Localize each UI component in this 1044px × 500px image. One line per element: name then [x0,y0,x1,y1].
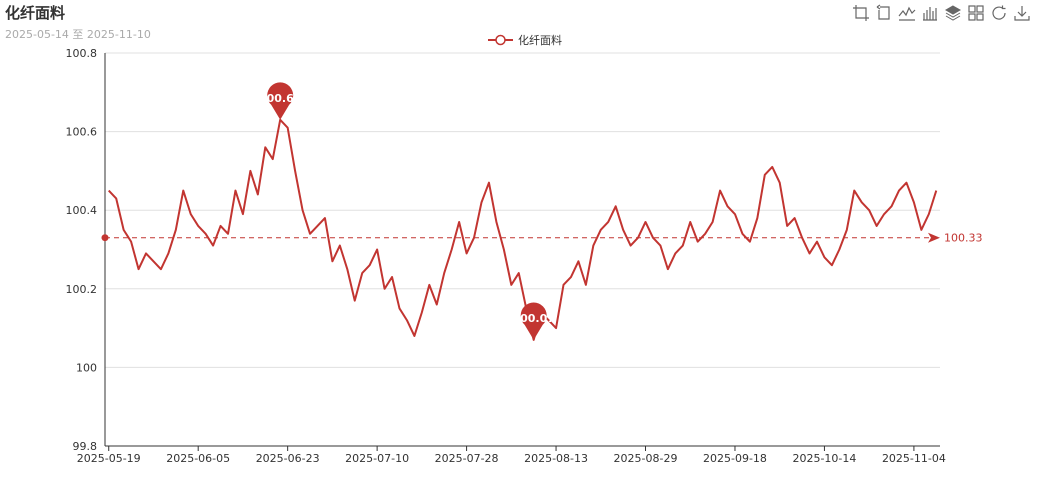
x-tick-labels: 2025-05-19 2025-06-05 2025-06-23 2025-07-10… [77,452,946,465]
pin-shape [520,302,547,340]
x-tick-label: 2025-09-18 [703,452,767,465]
x-tick-label: 2025-05-19 [77,452,141,465]
y-tick-label: 100.2 [66,283,98,296]
axes [104,53,940,451]
mark-point-pin: 100.63 [259,82,301,120]
stack-icon[interactable] [944,4,962,22]
mark-points: 100.63 100.07 [259,82,555,340]
zoom-icon[interactable] [852,4,870,22]
zoom-reset-icon[interactable] [875,4,893,22]
x-tick-label: 2025-06-23 [256,452,320,465]
bar-chart-icon[interactable] [921,4,939,22]
x-tick-label: 2025-11-04 [882,452,946,465]
mark-point-label: 100.63 [259,92,301,105]
x-tick-label: 2025-08-13 [524,452,588,465]
restore-icon[interactable] [990,4,1008,22]
toolbox [852,4,1031,24]
legend: 化纤面料 [488,33,562,47]
x-tick-label: 2025-07-28 [435,452,499,465]
x-tick-label: 2025-06-05 [166,452,230,465]
series-line [108,118,938,341]
mark-line-arrow [928,232,940,243]
y-tick-label: 100.4 [66,204,98,217]
x-tick-label: 2025-10-14 [792,452,856,465]
y-tick-labels: 99.8 100 100.2 100.4 100.6 100.8 [66,47,98,453]
chart-title: 化纤面料 [5,4,66,22]
mark-point-label: 100.07 [512,312,554,325]
mark-line-label: 100.33 [944,232,983,245]
save-image-icon[interactable] [1013,4,1031,22]
mark-point-pin: 100.07 [512,302,555,340]
date-range-subtitle: 2025-05-14 至 2025-11-10 [5,28,151,41]
legend-marker [495,34,506,46]
y-tick-label: 100.8 [66,47,98,60]
tiled-icon[interactable] [967,4,985,22]
x-tick-label: 2025-08-29 [614,452,678,465]
legend-label: 化纤面料 [518,33,562,47]
y-tick-label: 100 [76,361,97,374]
x-tick-label: 2025-07-10 [345,452,409,465]
series-line-path [108,118,938,341]
pin-shape [267,82,294,120]
y-tick-label: 100.6 [66,126,98,139]
line-chart-icon[interactable] [898,4,916,22]
average-mark-line: 100.33 [101,232,983,245]
y-tick-label: 99.8 [73,440,98,453]
